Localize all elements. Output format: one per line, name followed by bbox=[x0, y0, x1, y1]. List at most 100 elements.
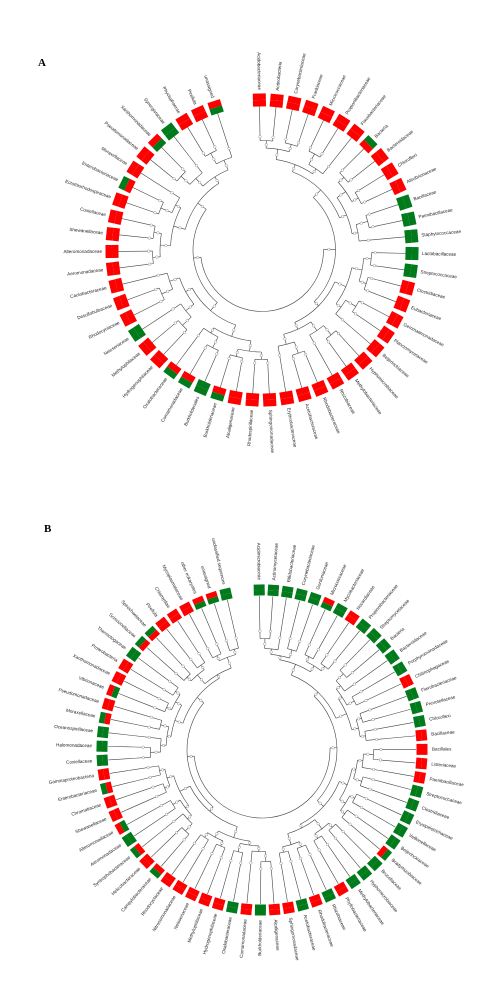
branch-line bbox=[304, 870, 314, 896]
marker-outer bbox=[379, 638, 392, 651]
tree-node bbox=[312, 324, 316, 328]
leaf-marker bbox=[392, 661, 408, 677]
tree-node bbox=[278, 353, 282, 357]
branch-line bbox=[270, 596, 274, 623]
tree-node bbox=[264, 143, 268, 147]
leaf-marker bbox=[175, 112, 194, 131]
branch-arc bbox=[200, 834, 209, 840]
leaf-marker bbox=[190, 104, 209, 123]
leaf-label: Coxiellaceae bbox=[66, 758, 93, 765]
tree-node bbox=[162, 744, 166, 748]
marker-inner bbox=[366, 339, 380, 354]
branch-line bbox=[315, 866, 327, 891]
branch-line bbox=[271, 877, 275, 904]
marker-outer bbox=[375, 148, 389, 163]
tree-node bbox=[278, 636, 282, 640]
leaf-marker bbox=[105, 227, 120, 242]
marker-inner bbox=[108, 794, 118, 807]
leaf-label: Desulfobulbaceae bbox=[77, 303, 114, 321]
leaf-marker bbox=[126, 160, 145, 179]
branch-arc bbox=[291, 674, 337, 719]
tree-node bbox=[325, 653, 329, 657]
marker-inner bbox=[143, 853, 155, 866]
branch-arc bbox=[183, 673, 191, 681]
tree-node bbox=[314, 834, 318, 838]
leaf-marker bbox=[114, 819, 130, 835]
marker-inner bbox=[279, 390, 294, 400]
marker-inner bbox=[104, 712, 112, 725]
leaf-marker bbox=[134, 635, 151, 652]
marker-outer bbox=[96, 726, 104, 738]
marker-outer bbox=[98, 711, 107, 724]
tree-node bbox=[379, 758, 383, 762]
tree-node bbox=[169, 775, 173, 779]
leaf-marker bbox=[317, 105, 335, 124]
leaf-marker bbox=[413, 714, 426, 728]
branch-arc bbox=[204, 667, 232, 684]
marker-outer bbox=[347, 610, 360, 621]
tree-node bbox=[368, 787, 372, 791]
tree-node bbox=[339, 193, 343, 197]
branch-arc bbox=[207, 832, 224, 842]
leaf-marker bbox=[366, 627, 382, 644]
branch-line bbox=[359, 649, 380, 667]
branch-line bbox=[125, 202, 151, 212]
leaf-label: Shewanellaceae bbox=[69, 227, 103, 236]
marker-outer bbox=[336, 886, 349, 897]
branch-arc bbox=[279, 850, 289, 854]
branch-line bbox=[126, 290, 152, 301]
tree-node bbox=[355, 778, 359, 782]
marker-inner bbox=[404, 689, 414, 702]
tree-node bbox=[331, 746, 335, 750]
tree-node bbox=[309, 146, 313, 150]
marker-outer bbox=[421, 743, 428, 755]
marker-outer bbox=[410, 799, 420, 812]
marker-inner bbox=[392, 664, 403, 677]
marker-outer bbox=[363, 135, 378, 149]
tree-node bbox=[360, 806, 364, 810]
leaf-marker bbox=[302, 99, 319, 117]
marker-outer bbox=[399, 298, 411, 313]
leaf-label: Alcaligenaceae bbox=[273, 919, 280, 951]
leaf-marker bbox=[294, 588, 308, 602]
leaf-label: Bacillaceae bbox=[431, 729, 455, 736]
marker-outer bbox=[297, 392, 312, 403]
tree-node bbox=[328, 823, 332, 827]
marker-inner bbox=[126, 831, 137, 844]
leaf-marker bbox=[193, 379, 211, 397]
branch-line bbox=[378, 266, 405, 271]
leaf-marker bbox=[404, 687, 420, 702]
marker-outer bbox=[415, 785, 424, 798]
branch-line bbox=[362, 174, 385, 189]
marker-inner bbox=[252, 99, 266, 107]
leaf-marker bbox=[269, 93, 284, 108]
marker-inner bbox=[131, 164, 145, 179]
leaf-label: Beijerinckiaceae bbox=[381, 353, 410, 379]
branch-line bbox=[366, 823, 389, 839]
tree-node bbox=[163, 724, 167, 728]
marker-outer bbox=[129, 846, 142, 859]
leaf-label: Corynebacteriaceae bbox=[293, 52, 307, 94]
leaf-marker bbox=[111, 671, 127, 686]
leaf-marker bbox=[105, 244, 119, 259]
tree-node bbox=[312, 341, 316, 345]
branch-line bbox=[160, 846, 179, 867]
leaf-marker bbox=[107, 209, 124, 225]
branch-line bbox=[108, 757, 135, 761]
leaf-label: Actinobacteria bbox=[275, 61, 283, 91]
marker-inner bbox=[385, 834, 397, 847]
tree-node bbox=[168, 679, 172, 683]
tree-node bbox=[183, 787, 187, 791]
tree-node bbox=[266, 361, 270, 365]
marker-inner bbox=[413, 715, 421, 728]
branch-arc bbox=[287, 648, 297, 652]
marker-outer bbox=[119, 312, 132, 327]
tree-node bbox=[271, 135, 275, 139]
leaf-label: Comamonadaceae bbox=[160, 387, 184, 423]
leaf-label: Pirellula bbox=[145, 602, 159, 618]
leaf-marker bbox=[253, 584, 265, 596]
tree-node bbox=[259, 353, 263, 357]
marker-outer bbox=[126, 160, 139, 176]
branch-line bbox=[194, 865, 207, 889]
leaf-label: Staphylococcaceae bbox=[421, 229, 462, 238]
